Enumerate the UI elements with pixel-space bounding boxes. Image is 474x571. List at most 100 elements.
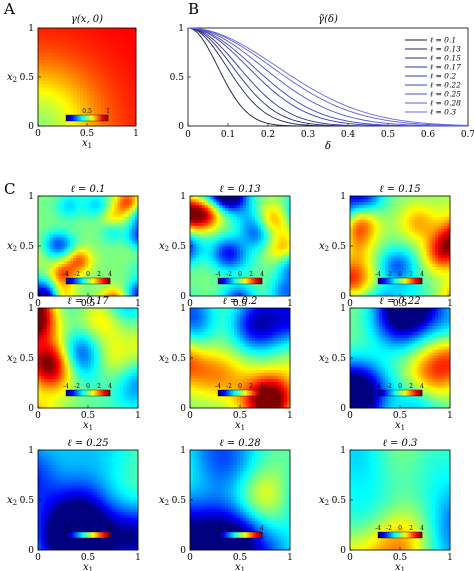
heatmap-cell: [272, 243, 276, 247]
heatmap-cell: [225, 293, 229, 297]
heatmap-cell: [435, 287, 439, 291]
heatmap-cell: [52, 207, 57, 212]
heatmap-cell: [358, 213, 363, 217]
heatmap-cell: [254, 234, 259, 238]
heatmap-cell: [122, 115, 126, 120]
heatmap-cell: [61, 263, 65, 267]
heatmap-cell: [135, 243, 139, 247]
heatmap-cell: [397, 263, 401, 267]
heatmap-cell: [64, 360, 68, 365]
heatmap-cell: [198, 216, 203, 220]
heatmap-cell: [61, 234, 65, 238]
heatmap-cell: [385, 257, 389, 262]
heatmap-cell: [64, 266, 68, 270]
heatmap-cell: [43, 246, 48, 250]
heatmap-cell: [93, 251, 98, 256]
heatmap-cell: [129, 284, 133, 288]
heatmap-cell: [58, 375, 62, 379]
heatmap-cell: [40, 360, 45, 365]
heatmap-cell: [231, 272, 235, 276]
heatmap-cell: [207, 263, 211, 267]
heatmap-cell: [391, 266, 395, 270]
heatmap-cell: [135, 269, 139, 273]
heatmap-cell: [111, 251, 115, 256]
heatmap-cell: [444, 210, 448, 215]
heatmap-cell: [364, 290, 369, 294]
heatmap-cell: [52, 378, 57, 382]
heatmap-cell: [126, 213, 130, 217]
heatmap-cell: [59, 98, 63, 102]
heatmap-cell: [120, 210, 124, 215]
heatmap-cell: [245, 201, 250, 206]
heatmap-cell: [284, 257, 288, 262]
heatmap-cell: [108, 105, 112, 109]
heatmap-cell: [52, 228, 57, 232]
colorbar-swatch: [88, 278, 90, 284]
heatmap-cell: [85, 210, 89, 215]
heatmap-cell: [420, 219, 424, 223]
heatmap-cell: [46, 372, 51, 377]
heatmap-cell: [48, 56, 53, 60]
heatmap-cell: [245, 287, 250, 291]
heatmap-cell: [195, 231, 200, 235]
heatmap-cell: [408, 272, 413, 276]
colorbar-swatch: [107, 278, 109, 284]
heatmap-cell: [385, 222, 389, 226]
heatmap-cell: [64, 196, 68, 200]
heatmap-cell: [61, 331, 65, 335]
heatmap-cell: [367, 272, 371, 276]
heatmap-cell: [49, 263, 54, 267]
heatmap-cell: [237, 207, 241, 212]
heatmap-cell: [126, 284, 130, 288]
heatmap-cell: [284, 237, 288, 241]
heatmap-cell: [40, 390, 45, 394]
heatmap-cell: [385, 284, 389, 288]
heatmap-cell: [67, 337, 71, 341]
heatmap-cell: [367, 219, 371, 223]
heatmap-cell: [122, 105, 126, 109]
heatmap-cell: [242, 198, 247, 203]
heatmap-cell: [67, 331, 71, 335]
panel-c-heatmap: [190, 196, 291, 297]
heatmap-cell: [58, 360, 62, 365]
heatmap-cell: [64, 254, 68, 259]
heatmap-cell: [245, 204, 250, 209]
heatmap-cell: [391, 290, 395, 294]
heatmap-cell: [129, 287, 133, 291]
heatmap-cell: [46, 196, 51, 200]
heatmap-cell: [352, 281, 357, 285]
heatmap-cell: [38, 228, 42, 232]
heatmap-cell: [52, 272, 57, 276]
heatmap-cell: [429, 246, 433, 250]
heatmap-cell: [447, 228, 451, 232]
heatmap-cell: [129, 105, 133, 109]
colorbar-swatch: [414, 278, 417, 284]
heatmap-cell: [55, 284, 59, 288]
heatmap-cell: [104, 35, 109, 39]
heatmap-cell: [125, 35, 130, 39]
heatmap-cell: [70, 360, 74, 365]
heatmap-cell: [43, 198, 48, 203]
heatmap-cell: [388, 263, 392, 267]
heatmap-cell: [358, 219, 363, 223]
heatmap-cell: [350, 198, 354, 203]
heatmap-cell: [76, 343, 80, 347]
heatmap-cell: [41, 94, 46, 99]
heatmap-cell: [90, 105, 95, 109]
heatmap-cell: [281, 293, 285, 297]
heatmap-cell: [352, 275, 357, 279]
heatmap-cell: [367, 201, 371, 206]
heatmap-cell: [382, 219, 386, 223]
heatmap-cell: [129, 237, 133, 241]
heatmap-cell: [228, 287, 232, 291]
heatmap-cell: [281, 196, 285, 200]
heatmap-cell: [379, 240, 383, 244]
heatmap-cell: [58, 222, 62, 226]
heatmap-cell: [358, 275, 363, 279]
heatmap-cell: [361, 275, 366, 279]
heatmap-cell: [355, 204, 360, 209]
heatmap-cell: [352, 254, 357, 259]
heatmap-cell: [58, 210, 62, 215]
heatmap-cell: [49, 272, 54, 276]
heatmap-cell: [228, 198, 232, 203]
